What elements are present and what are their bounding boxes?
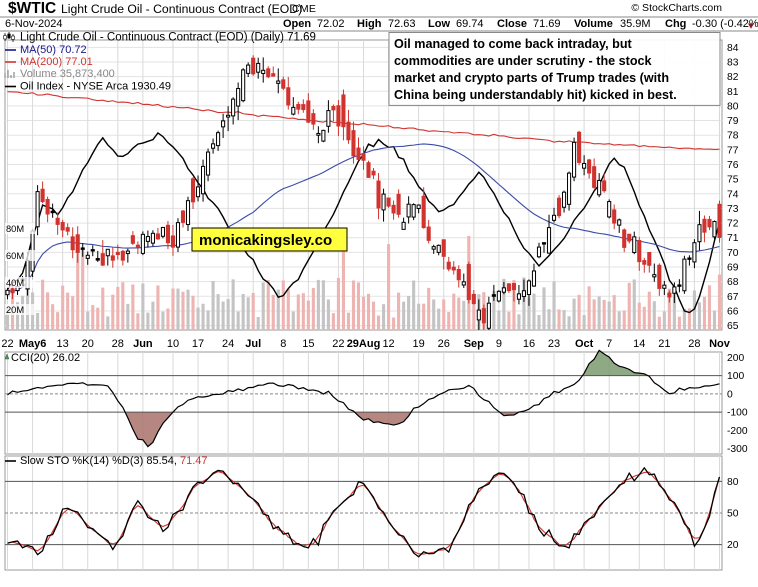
svg-text:Oil Index - NYSE Arca 1930.49: Oil Index - NYSE Arca 1930.49	[20, 81, 171, 93]
svg-text:28: 28	[112, 338, 124, 350]
svg-text:35.9M: 35.9M	[620, 18, 651, 30]
svg-text:78: 78	[727, 131, 739, 142]
svg-text:81: 81	[727, 87, 739, 98]
svg-text:Light Crude Oil - Continuous C: Light Crude Oil - Continuous Contract (E…	[61, 2, 302, 16]
svg-text:79: 79	[727, 116, 739, 127]
svg-text:May6: May6	[19, 338, 47, 350]
svg-text:Chg: Chg	[665, 18, 686, 30]
svg-text:-0.30 (-0.42%): -0.30 (-0.42%)	[692, 18, 758, 30]
svg-text:72.02: 72.02	[317, 18, 345, 30]
svg-text:80: 80	[727, 477, 739, 488]
svg-text:13: 13	[57, 338, 69, 350]
svg-text:200: 200	[727, 353, 744, 364]
svg-text:77: 77	[727, 145, 739, 156]
svg-text:69: 69	[727, 263, 739, 274]
svg-text:8: 8	[280, 338, 286, 350]
svg-text:84: 84	[727, 43, 739, 54]
svg-text:14: 14	[633, 338, 645, 350]
svg-text:Jun: Jun	[133, 338, 153, 350]
svg-text:74: 74	[727, 189, 739, 200]
svg-text:16: 16	[523, 338, 535, 350]
svg-text:-200: -200	[727, 426, 748, 437]
svg-text:83: 83	[727, 57, 739, 68]
svg-text:MA(50) 70.72: MA(50) 70.72	[20, 44, 87, 56]
svg-text:MA(200) 77.01: MA(200) 77.01	[20, 56, 93, 68]
svg-text:50: 50	[727, 509, 739, 520]
svg-text:-100: -100	[727, 408, 748, 419]
svg-text:71: 71	[727, 233, 739, 244]
svg-text:12: 12	[382, 338, 394, 350]
svg-text:High: High	[357, 18, 382, 30]
svg-text:76: 76	[727, 160, 739, 171]
svg-text:Volume 35,873,400: Volume 35,873,400	[20, 68, 115, 80]
svg-text:15: 15	[302, 338, 314, 350]
svg-text:73: 73	[727, 204, 739, 215]
svg-text:23: 23	[548, 338, 560, 350]
svg-text:CME: CME	[292, 3, 316, 15]
svg-text:Low: Low	[428, 18, 450, 30]
svg-text:17: 17	[192, 338, 204, 350]
svg-text:20M: 20M	[6, 305, 24, 315]
svg-text:Oil managed to come back intra: Oil managed to come back intraday, but	[394, 37, 633, 51]
svg-text:20: 20	[82, 338, 94, 350]
svg-text:Slow STO %K(14) %D(3) 85.54, 7: Slow STO %K(14) %D(3) 85.54, 71.47	[20, 455, 208, 467]
svg-text:66: 66	[727, 306, 739, 317]
svg-text:67: 67	[727, 292, 739, 303]
svg-text:CCI(20) 26.02: CCI(20) 26.02	[11, 352, 80, 364]
svg-text:Open: Open	[283, 18, 311, 30]
svg-text:6-Nov-2024: 6-Nov-2024	[5, 18, 62, 30]
svg-text:80M: 80M	[6, 224, 24, 234]
svg-text:10: 10	[167, 338, 179, 350]
svg-text:9: 9	[496, 338, 502, 350]
svg-text:commodities are under scrutiny: commodities are under scrutiny - the sto…	[394, 54, 653, 68]
svg-text:19: 19	[413, 338, 425, 350]
svg-text:29Aug: 29Aug	[347, 338, 381, 350]
svg-text:40M: 40M	[6, 278, 24, 288]
svg-text:Sep: Sep	[464, 338, 484, 350]
svg-text:72: 72	[727, 219, 739, 230]
svg-text:22: 22	[1, 338, 13, 350]
svg-text:100: 100	[727, 371, 744, 382]
svg-text:71.69: 71.69	[533, 18, 561, 30]
svg-text:65: 65	[727, 321, 739, 332]
svg-text:70: 70	[727, 248, 739, 259]
svg-text:24: 24	[222, 338, 234, 350]
svg-text:22: 22	[332, 338, 344, 350]
svg-text:monicakingsley.co: monicakingsley.co	[199, 232, 332, 249]
svg-text:0: 0	[727, 389, 733, 400]
svg-text:28: 28	[688, 338, 700, 350]
svg-text:72.63: 72.63	[388, 18, 416, 30]
svg-text:82: 82	[727, 72, 739, 83]
svg-text:Close: Close	[497, 18, 527, 30]
svg-text:Nov: Nov	[709, 338, 731, 350]
svg-text:7: 7	[606, 338, 612, 350]
svg-text:$WTIC: $WTIC	[8, 0, 56, 17]
svg-text:Jul: Jul	[245, 338, 261, 350]
svg-text:80: 80	[727, 101, 739, 112]
svg-text:Light Crude Oil - Continuous C: Light Crude Oil - Continuous Contract (E…	[20, 32, 316, 44]
svg-text:69.74: 69.74	[456, 18, 484, 30]
svg-text:21: 21	[658, 338, 670, 350]
svg-text:75: 75	[727, 175, 739, 186]
svg-text:market and crypto parts of Tru: market and crypto parts of Trump trades …	[394, 71, 669, 85]
svg-text:60M: 60M	[6, 251, 24, 261]
svg-text:26: 26	[438, 338, 450, 350]
svg-text:Oct: Oct	[575, 338, 594, 350]
svg-text:68: 68	[727, 277, 739, 288]
svg-text:20: 20	[727, 540, 739, 551]
svg-text:© StockCharts.com: © StockCharts.com	[631, 2, 722, 14]
svg-text:-300: -300	[727, 444, 748, 455]
svg-text:Volume: Volume	[574, 18, 613, 30]
svg-text:China being understandably hit: China being understandably hit) kicked i…	[394, 88, 677, 102]
